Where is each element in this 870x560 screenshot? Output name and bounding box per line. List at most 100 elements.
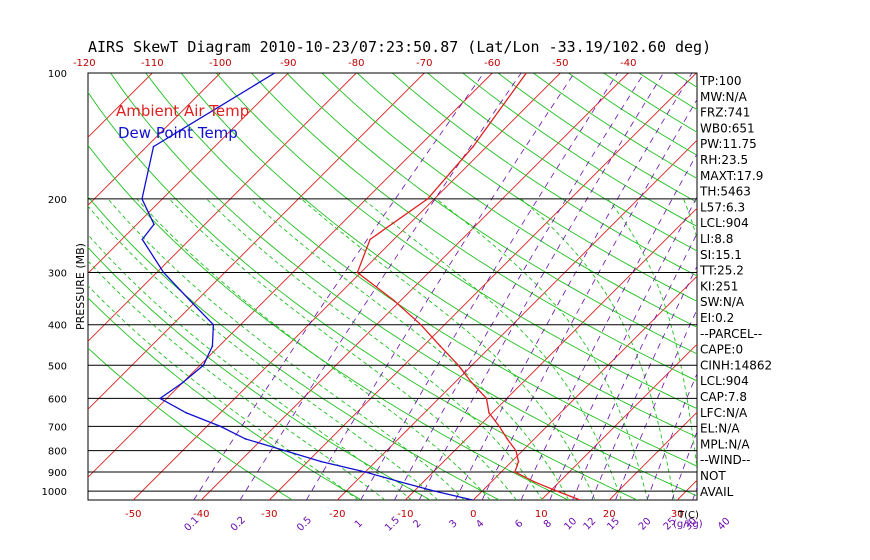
pressure-tick-label: 500 [48, 361, 67, 372]
ambient-temp-point [485, 397, 488, 400]
dry-adiabat-line [251, 73, 697, 382]
index-entry: EL:N/A [700, 422, 740, 436]
moist-adiabat-lines [88, 198, 697, 500]
top-temperature-tick: -50 [552, 58, 568, 69]
top-temperature-ticks: -120 -110 -100 -90 -80 -70 -60 -50 -40 [73, 58, 637, 69]
dew-point-point [152, 145, 155, 148]
isotherm-line [0, 73, 16, 500]
pressure-tick-labels: 100 200 300 400 500 600 700 800 900 1000 [42, 69, 67, 498]
dry-adiabat-line [88, 196, 500, 500]
isotherm-line [88, 73, 357, 342]
moist-adiabat-line [301, 198, 596, 500]
dry-adiabat-line [145, 73, 697, 467]
ambient-temp-point [515, 449, 517, 452]
isotherm-line [88, 73, 493, 478]
isotherm-line [608, 411, 697, 500]
mixing-ratio-line [418, 73, 664, 500]
ambient-temp-point [369, 238, 371, 241]
index-entry: CAPE:0 [700, 343, 743, 357]
isotherm-line [745, 73, 870, 500]
index-entry: LI:8.8 [700, 232, 733, 246]
dry-adiabat-line [88, 91, 638, 500]
moist-adiabat-line [362, 198, 622, 500]
mixing-ratio-tick: 1 [353, 518, 365, 530]
ambient-temp-line [356, 73, 581, 500]
dew-point-point [181, 381, 184, 384]
dew-point-point [364, 471, 367, 473]
ambient-temp-point [426, 198, 429, 200]
moist-adiabat-line [88, 260, 386, 500]
ambient-temp-point [488, 412, 490, 414]
dry-adiabat-line [110, 73, 697, 497]
isotherm-line [336, 139, 697, 500]
index-entry: WB0:651 [700, 121, 755, 135]
isotherm-line [88, 73, 289, 274]
moist-adiabat-line [168, 198, 517, 500]
index-entry: --WIND-- [700, 453, 750, 467]
legend-dewpoint: Dew Point Temp [118, 124, 238, 142]
bottom-temperature-tick: 0 [470, 509, 476, 520]
chart-title: AIRS SkewT Diagram 2010-10-23/07:23:50.8… [88, 38, 711, 56]
dew-point-point [141, 238, 144, 241]
ambient-temp-point [525, 73, 528, 74]
moist-adiabat-line [88, 205, 439, 500]
index-entry: TT:25.2 [699, 264, 744, 278]
ambient-temp-point [470, 381, 473, 384]
ambient-temp-point [556, 490, 558, 492]
bottom-temperature-ticks: -50 -40 -30 -20 -10 0 10 20 30 [125, 509, 684, 520]
mixing-ratio-tick: 40 [716, 516, 733, 533]
ambient-temp-point [579, 499, 581, 500]
moist-adiabat-line [249, 198, 570, 500]
ambient-temp-point [517, 460, 520, 463]
index-entry: L57:6.3 [700, 200, 745, 214]
top-temperature-tick: -70 [416, 58, 432, 69]
dew-point-point [398, 481, 401, 483]
pressure-tick-label: 100 [48, 69, 67, 80]
bottom-temperature-tick: -40 [193, 509, 209, 520]
bottom-temperature-tick: 30 [671, 509, 684, 520]
index-entry: SI:15.1 [700, 248, 742, 262]
temperature-unit-label: T(C) [677, 510, 699, 521]
index-entry: PW:11.75 [700, 137, 757, 151]
pressure-tick-label: 400 [48, 321, 67, 332]
ambient-temp-point [439, 345, 442, 347]
mixing-ratio-tick: 12 [582, 516, 599, 533]
mixing-ratio-line [306, 73, 575, 500]
dew-point-point [141, 198, 143, 200]
index-entry: CAP:7.8 [700, 390, 747, 404]
bottom-temperature-tick: -20 [329, 509, 345, 520]
mixing-ratio-tick: 10 [562, 516, 579, 533]
index-entry: MAXT:17.9 [700, 169, 763, 183]
mixing-ratio-tick: 6 [513, 518, 525, 530]
pressure-tick-label: 600 [48, 394, 67, 405]
dry-adiabat-line [815, 73, 870, 500]
dew-point-point [162, 271, 165, 274]
index-entry: MPL:N/A [700, 437, 750, 451]
moist-adiabat-line [88, 285, 359, 500]
ambient-temp-point [420, 323, 422, 326]
isotherm-line [88, 73, 221, 206]
mixing-ratio-tick: 2 [411, 518, 423, 530]
dry-adiabat-lines [88, 73, 870, 500]
dew-point-point [283, 449, 286, 452]
dew-point-point [471, 499, 474, 500]
bottom-temperature-tick: -10 [397, 509, 413, 520]
ambient-temp-point [457, 364, 460, 367]
dry-adiabat-line [88, 144, 569, 500]
index-entry: --PARCEL-- [700, 327, 762, 341]
mixing-ratio-line [481, 98, 697, 500]
mixing-ratio-line [394, 73, 645, 500]
dew-point-point [211, 345, 214, 347]
pressure-tick-label: 900 [48, 468, 67, 479]
index-entry: EI:0.2 [700, 311, 734, 325]
dry-adiabat-line [88, 297, 362, 500]
moist-adiabat-line [88, 234, 412, 500]
mixing-ratio-tick: 0.5 [295, 515, 314, 534]
plot-background [88, 73, 697, 500]
index-entry: TH:5463 [699, 185, 751, 199]
dew-point-point [273, 73, 276, 74]
dew-point-point [212, 323, 215, 326]
isotherm-line [813, 73, 870, 500]
index-entry: LCL:904 [700, 216, 749, 230]
index-entry: LCL:904 [700, 374, 749, 388]
